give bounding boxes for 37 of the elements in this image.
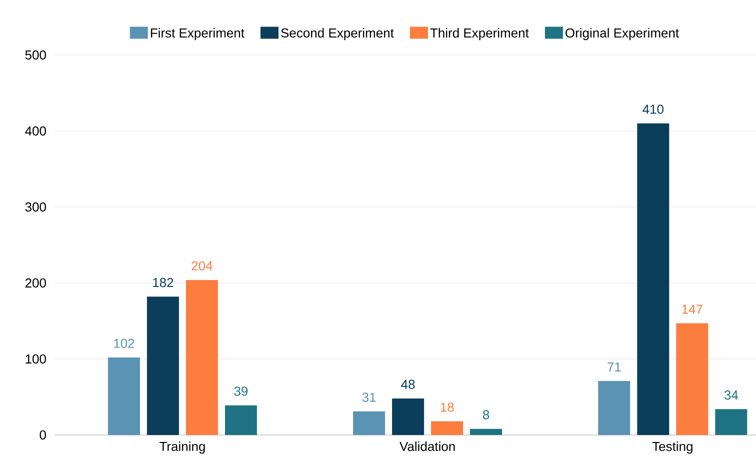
- data-label: 102: [114, 338, 134, 348]
- bar: [108, 357, 140, 435]
- legend-label: Third Experiment: [430, 28, 529, 40]
- legend-label: Second Experiment: [281, 28, 394, 40]
- y-tick-label: 400: [25, 126, 46, 136]
- bar: [392, 398, 424, 435]
- data-label: 71: [608, 362, 621, 372]
- legend-label: Original Experiment: [566, 28, 679, 40]
- y-tick-label: 200: [25, 278, 46, 288]
- data-label: 204: [192, 261, 212, 270]
- bar: [637, 123, 670, 435]
- x-tick-label: Testing: [652, 442, 692, 454]
- bar: [431, 421, 464, 435]
- bar: [353, 411, 386, 435]
- x-tick-label: Validation: [400, 442, 455, 452]
- bar: [186, 280, 218, 435]
- data-label: 18: [440, 402, 454, 412]
- data-label: 410: [642, 104, 664, 114]
- bar: [146, 296, 179, 435]
- bar: [470, 428, 502, 435]
- data-label: 147: [682, 304, 702, 314]
- data-label: 48: [401, 380, 415, 389]
- y-tick-label: 500: [25, 50, 46, 60]
- data-label: 39: [234, 386, 248, 396]
- bar: [598, 381, 630, 435]
- legend-label: First Experiment: [150, 28, 244, 40]
- y-tick-label: 100: [26, 354, 46, 364]
- y-tick-label: 300: [25, 202, 46, 212]
- data-label: 31: [362, 392, 376, 402]
- x-tick-label: Training: [160, 442, 205, 454]
- data-label: 182: [153, 278, 174, 288]
- y-tick-label: 0: [40, 430, 46, 440]
- data-label: 8: [483, 410, 490, 420]
- bar: [676, 323, 708, 435]
- bar: [224, 405, 257, 435]
- bar: [715, 409, 748, 435]
- data-label: 34: [724, 390, 738, 400]
